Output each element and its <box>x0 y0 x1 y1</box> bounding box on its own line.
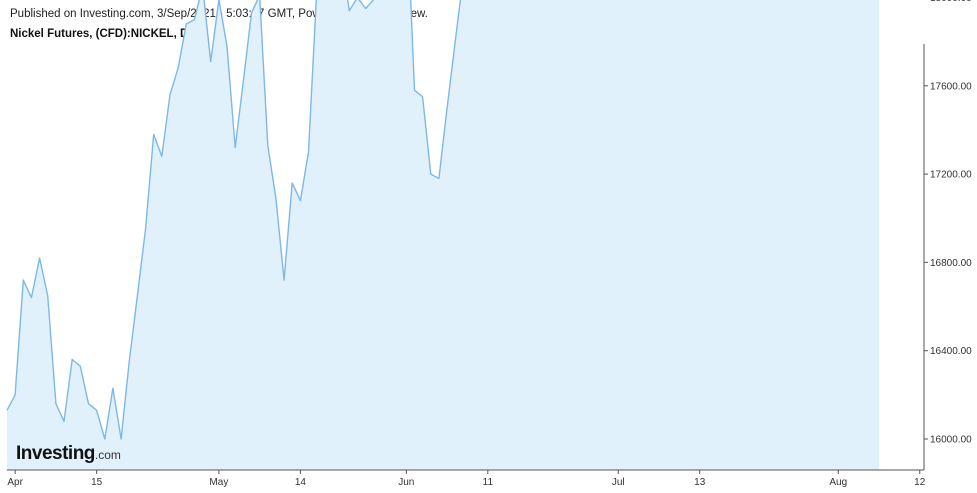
x-tick-label: Apr <box>7 477 23 488</box>
x-tick-label: May <box>209 477 228 488</box>
y-tick-label: 17200.00 <box>930 170 972 181</box>
y-axis: 16000.00 16400.00 16800.00 17200.00 17600.00… <box>923 0 972 470</box>
x-tick-label: 14 <box>295 477 307 488</box>
series-line <box>6 0 462 440</box>
x-tick-label: 12 <box>914 477 926 488</box>
plot-area <box>6 0 879 470</box>
y-tick-label: 16800.00 <box>930 258 972 269</box>
x-tick-label: 15 <box>91 477 103 488</box>
y-tick-label: 16400.00 <box>930 346 972 357</box>
x-tick-label: 11 <box>483 477 494 488</box>
chart-title: Nickel Futures, (CFD):NICKEL, D <box>10 28 189 40</box>
logo-suffix-text: .com <box>94 448 121 462</box>
x-tick-label: Aug <box>829 477 847 488</box>
y-tick-label: 16000.00 <box>930 435 972 446</box>
logo-main-text: Investing <box>16 443 95 464</box>
y-tick-label: 18000.00 <box>930 0 972 4</box>
investing-logo: Investing.com <box>16 443 121 465</box>
x-axis: Apr15May14Jun11Jul13Aug12Sep <box>7 469 926 488</box>
x-tick-label: Jun <box>398 477 414 488</box>
x-tick-label: 13 <box>694 477 706 488</box>
x-tick-label: Jul <box>612 477 625 488</box>
y-tick-label: 17600.00 <box>930 81 972 92</box>
area-fill <box>7 0 879 470</box>
